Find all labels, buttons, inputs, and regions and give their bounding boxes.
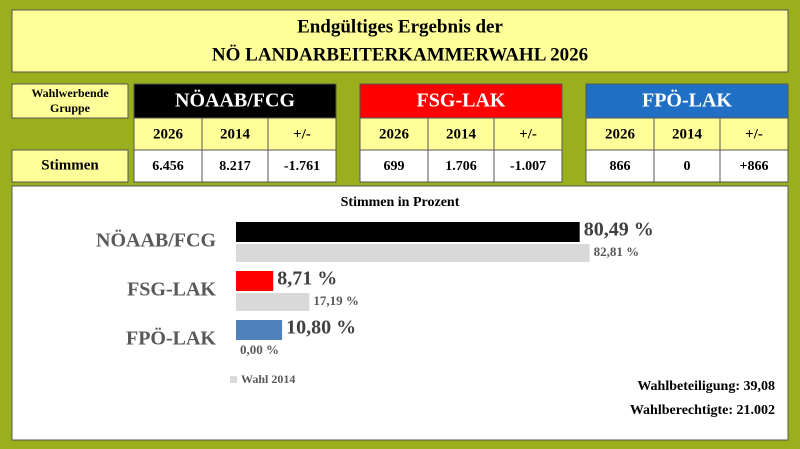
column-header: +/- (519, 126, 537, 142)
category-label: FPÖ-LAK (126, 327, 216, 350)
column-header-box (427, 117, 495, 151)
cell: +866 (740, 159, 769, 174)
title-line: NÖ LANDARBEITERKAMMERWAHL 2026 (212, 44, 588, 65)
bar (236, 293, 310, 311)
cell: 6.456 (152, 159, 184, 174)
cell-box (427, 149, 495, 183)
cell-box (585, 149, 655, 183)
row-header-wrap: Wahlwerbende Gruppe (31, 86, 109, 115)
column-header: 2014 (446, 126, 477, 142)
bar (236, 222, 580, 242)
cell: 866 (610, 159, 631, 174)
column-header: +/- (745, 126, 763, 142)
bar (236, 271, 274, 291)
value-label: 10,80 % (286, 317, 356, 339)
value-label: 0,00 % (240, 342, 279, 357)
turnout: Wahlbeteiligung: 39,08 (637, 379, 775, 394)
group-header-box (359, 83, 563, 119)
column-header: 2026 (153, 126, 184, 142)
cell: 8.217 (219, 159, 251, 174)
cell-box (653, 149, 721, 183)
cell: 0 (684, 159, 691, 174)
column-header-box (719, 117, 789, 151)
title-box (11, 9, 789, 73)
category-label: NÖAAB/FCG (96, 229, 216, 252)
cell: 699 (384, 159, 405, 174)
cell-box (359, 149, 429, 183)
group-header: FSG-LAK (417, 90, 506, 112)
cell: -1.761 (284, 159, 320, 174)
column-header-box (359, 117, 429, 151)
cell-box (719, 149, 789, 183)
chart-title: Stimmen in Prozent (341, 195, 460, 210)
row-label: Stimmen (41, 157, 99, 173)
column-header: 2026 (379, 126, 410, 142)
legend-label: Wahl 2014 (241, 372, 295, 386)
group-header: FPÖ-LAK (642, 89, 732, 112)
column-header: 2026 (605, 126, 636, 142)
cell-box (267, 149, 337, 183)
bar (236, 320, 283, 340)
value-label: 17,19 % (313, 293, 359, 308)
cell-box (493, 149, 563, 183)
column-header-box (267, 117, 337, 151)
title-line: Endgültiges Ergebnis der (297, 16, 503, 37)
cell: -1.007 (510, 159, 546, 174)
category-label: FSG-LAK (127, 279, 216, 301)
group-header-box (585, 83, 789, 119)
column-header: +/- (293, 126, 311, 142)
row-header-box (11, 83, 129, 119)
row-label-box (11, 149, 129, 183)
value-label: 82,81 % (594, 244, 640, 259)
value-label: 80,49 % (584, 219, 654, 241)
eligible: Wahlberechtigte: 21.002 (630, 403, 775, 418)
column-header: 2014 (220, 126, 251, 142)
column-header-box (493, 117, 563, 151)
column-header: 2014 (672, 126, 703, 142)
bar (236, 244, 590, 262)
cell-box (201, 149, 269, 183)
column-header-box (653, 117, 721, 151)
group-header: NÖAAB/FCG (175, 89, 295, 112)
legend-swatch (230, 376, 237, 383)
row-header: Wahlwerbende Gruppe (31, 86, 109, 115)
column-header-box (201, 117, 269, 151)
cell: 1.706 (445, 159, 477, 174)
value-label: 8,71 % (277, 268, 337, 290)
